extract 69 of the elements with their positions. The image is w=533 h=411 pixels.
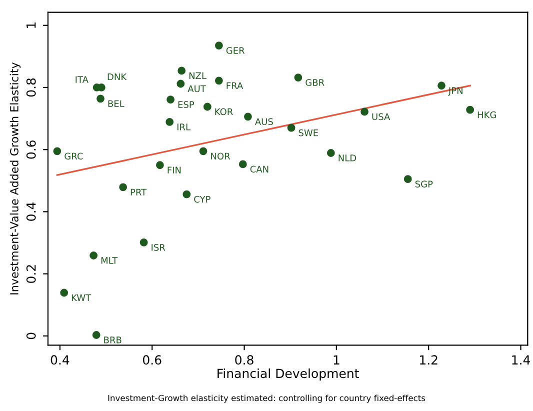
annotation: HKG [478,111,496,118]
annotation: PRT [130,188,147,196]
point [182,190,191,198]
point [166,118,174,126]
annotation: GRC [64,152,83,160]
x-tick-label: 1.4 [512,355,530,364]
annotation: NZL [189,72,206,79]
annotation: BRB [104,336,122,344]
point [119,183,128,192]
point [294,74,302,82]
y-tick-label: 1 [26,22,36,28]
x-tick-label: 1.2 [420,355,438,364]
annotation: ISR [152,244,166,251]
point [199,147,208,156]
annotation: ITA [76,76,88,83]
annotation: SGP [415,180,433,188]
point [96,94,104,103]
x-tick-label: 0.4 [50,355,70,365]
annotation: USA [372,113,390,120]
x-tick-label: 1 [334,355,340,364]
point [466,106,474,114]
annotation: ESP [178,101,194,108]
point [214,76,223,85]
point [60,288,68,297]
point [360,108,368,116]
annotation: AUS [254,118,273,126]
y-axis-title: Investment-Value Added Growth Elasticity [10,62,21,294]
point [176,80,185,88]
point [287,124,296,132]
annotation: FIN [168,166,181,174]
y-tick-label: 0 [26,332,36,340]
annotation: CYP [194,196,210,203]
point [244,112,252,121]
x-tick-label: 0.6 [142,355,162,365]
point [92,331,100,339]
point [238,160,247,168]
point [404,175,412,184]
annotation: SWE [298,129,318,136]
point [438,82,446,90]
annotation: NLD [338,154,356,162]
point [53,147,62,156]
annotation: IRL [177,124,190,130]
point [166,96,174,104]
annotation: NOR [211,152,230,160]
annotation: DNK [108,73,127,80]
annotation: KWT [72,294,92,302]
x-tick-label: 0.8 [235,355,254,365]
point [326,149,335,157]
x-axis-title: Financial Development [218,368,359,381]
point [140,238,148,246]
text: Investment-Growth elasticity estimated: controlling for country fixed-effects [108,394,426,403]
point [203,102,212,111]
annotation: BEL [108,100,124,107]
point [156,161,164,170]
y-tick-label: 0.2 [26,265,36,283]
y-tick-label: 0.6 [26,140,36,159]
point [178,66,186,75]
annotation: KOR [215,108,233,116]
annotation: GBR [306,79,324,86]
point [90,252,98,260]
y-tick-label: 0.8 [26,78,36,97]
annotation: CAN [250,166,268,173]
annotation: JPN [448,87,462,96]
annotation: FRA [226,82,244,89]
annotation: GER [226,47,245,54]
annotation: MLT [101,257,118,264]
annotation: AUT [188,85,206,92]
y-tick-label: 0.4 [26,202,36,221]
point [214,42,223,50]
